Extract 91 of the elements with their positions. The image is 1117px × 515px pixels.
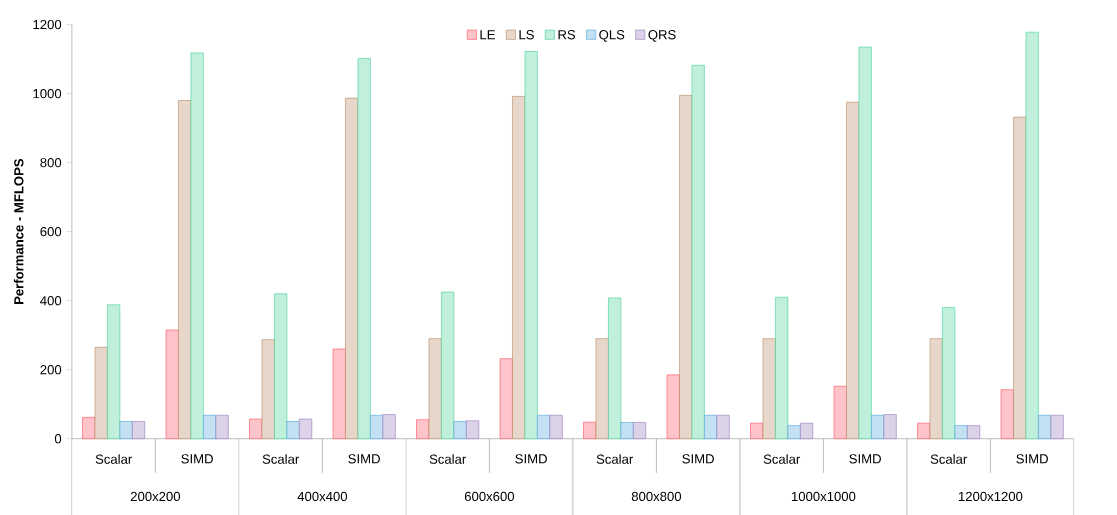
bar: [1013, 116, 1027, 439]
bar: [261, 339, 275, 439]
bar: [833, 385, 847, 439]
bar: [787, 425, 801, 439]
bar: [357, 57, 371, 439]
x-tick-label: Scalar: [763, 453, 801, 464]
bar: [1038, 414, 1052, 439]
bar: [345, 97, 359, 439]
x-tick-label: Scalar: [262, 453, 300, 464]
bar: [929, 338, 943, 439]
bar: [549, 414, 563, 439]
x-tick-label: SIMD: [682, 453, 714, 464]
bar: [119, 420, 133, 439]
x-tick-label: SIMD: [515, 453, 547, 464]
bar: [1050, 414, 1064, 439]
x-tick-label: Scalar: [930, 453, 968, 464]
bar: [704, 414, 718, 439]
bar: [1000, 389, 1014, 439]
bar: [620, 422, 634, 439]
x-tick-label: SIMD: [849, 453, 881, 464]
y-tick-label: 1000: [33, 88, 62, 99]
bar: [203, 414, 217, 439]
x-tick-label: SIMD: [1016, 453, 1048, 464]
bar: [274, 293, 288, 439]
text: 800x800: [631, 491, 682, 501]
bar: [608, 297, 622, 439]
legend-label: LE: [480, 29, 495, 39]
y-axis-title: Performance - MFLOPS: [13, 158, 24, 304]
bar: [524, 51, 538, 439]
bar: [82, 416, 96, 439]
bar: [178, 100, 192, 439]
bar: [499, 358, 513, 439]
legend-label: QRS: [648, 29, 676, 42]
bar: [466, 420, 480, 439]
x-tick-label: Scalar: [429, 453, 467, 464]
x-tick-label: Scalar: [596, 453, 634, 464]
bar: [165, 329, 179, 439]
bar: [942, 307, 956, 439]
bar: [370, 414, 384, 439]
legend-label: RS: [558, 29, 576, 40]
bar: [883, 414, 897, 439]
text: 400x400: [297, 491, 348, 501]
bar: [512, 95, 526, 439]
bar: [249, 418, 263, 439]
bar: [666, 374, 680, 439]
legend-label: LS: [519, 29, 534, 40]
x-tick-label: Scalar: [95, 453, 133, 464]
bar: [441, 291, 455, 439]
text: 600x600: [464, 491, 515, 501]
bar: [132, 420, 146, 439]
bar: [917, 422, 931, 439]
y-tick-label: 1200: [33, 19, 62, 30]
bar: [537, 414, 551, 439]
bar: [215, 414, 229, 439]
bar: [633, 422, 647, 439]
y-tick-label: 400: [40, 295, 62, 306]
x-tick-label: SIMD: [348, 453, 380, 464]
bar: [679, 94, 693, 439]
bar: [691, 64, 705, 439]
bar: [871, 414, 885, 439]
bar: [716, 414, 730, 439]
y-tick-label: 600: [40, 226, 62, 237]
bar: [800, 422, 814, 439]
bar: [954, 425, 968, 439]
text: 1200x1200: [958, 491, 1023, 501]
bar: [453, 420, 467, 439]
bar: [332, 348, 346, 439]
bar: [858, 46, 872, 439]
bar: [416, 419, 430, 439]
x-tick-label: SIMD: [181, 453, 213, 464]
y-tick-label: 800: [40, 157, 62, 168]
text: 1000x1000: [791, 491, 856, 501]
bar: [107, 304, 121, 439]
bar: [583, 421, 597, 439]
bar: [382, 414, 396, 439]
bar: [775, 296, 789, 439]
bar: [428, 338, 442, 439]
legend-label: QLS: [599, 29, 625, 42]
bar: [762, 338, 776, 439]
text: 200x200: [130, 491, 181, 501]
y-tick-label: 0: [54, 433, 62, 444]
bar: [1025, 31, 1039, 439]
bar: [846, 101, 860, 439]
bar: [286, 420, 300, 439]
bar: [595, 338, 609, 439]
bar: [967, 425, 981, 439]
y-tick-label: 200: [40, 364, 62, 375]
bar: [190, 52, 204, 439]
bar: [94, 346, 108, 439]
bar: [750, 422, 764, 439]
bar: [299, 418, 313, 439]
